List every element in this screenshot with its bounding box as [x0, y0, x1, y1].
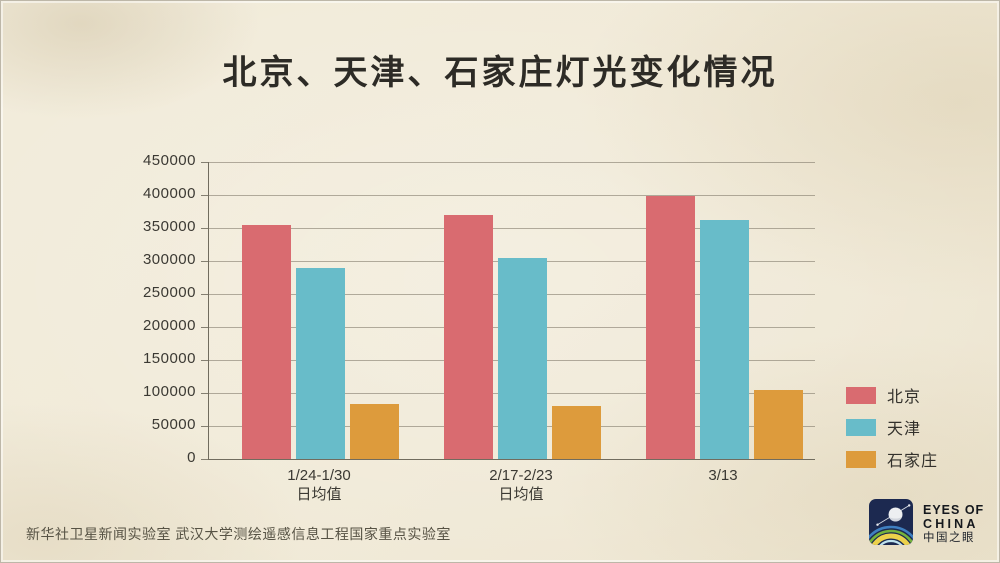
plot-area: [201, 162, 815, 460]
legend-item: 天津: [846, 415, 938, 439]
x-axis-labels: 1/24-1/30 日均值 2/17-2/23 日均值 3/13: [218, 466, 824, 504]
bar-北京: [443, 215, 493, 459]
bar-group: [421, 162, 623, 459]
logo-line-2: CHINA: [923, 517, 979, 531]
y-axis-ticks: [201, 162, 209, 460]
bar-天津: [699, 220, 749, 459]
y-tick-label: 250000: [142, 284, 196, 301]
legend-item: 北京: [846, 383, 938, 407]
bar-group: [623, 162, 825, 459]
bar-group: [219, 162, 421, 459]
logo-text: EYES OF CHINA 中国之眼: [923, 499, 984, 546]
y-axis-labels: 450000 400000 350000 300000 250000 200000 1500…: [101, 152, 196, 466]
y-tick-label: 150000: [142, 350, 196, 367]
logo-line-1: EYES OF: [923, 503, 985, 517]
legend-item: 石家庄: [846, 447, 938, 471]
bar-石家庄: [753, 390, 803, 459]
y-tick-label: 200000: [142, 317, 196, 334]
x-category-label: 1/24-1/30 日均值: [218, 466, 420, 504]
logo: EYES OF CHINA 中国之眼: [869, 499, 984, 546]
y-tick-label: 300000: [142, 251, 196, 268]
x-label-line: 2/17-2/23: [489, 467, 553, 484]
legend-swatch: [846, 418, 876, 436]
y-tick-label: 350000: [142, 218, 196, 235]
legend-label: 天津: [887, 421, 922, 438]
chart-title: 北京、天津、石家庄灯光变化情况: [222, 54, 778, 92]
bar-天津: [497, 258, 547, 459]
x-label-line: 日均值: [296, 486, 342, 503]
satellite-globe-icon: [869, 499, 913, 545]
logo-line-3: 中国之眼: [923, 532, 975, 544]
x-category-label: 2/17-2/23 日均值: [420, 466, 622, 504]
legend-swatch: [846, 386, 876, 404]
y-tick-label: 100000: [142, 383, 196, 400]
x-label-line: 3/13: [708, 467, 738, 484]
bar-天津: [295, 268, 345, 459]
y-tick-label: 0: [187, 449, 196, 466]
bars-layer: [219, 162, 825, 459]
y-tick-label: 450000: [142, 152, 196, 169]
legend: 北京 天津 石家庄: [846, 383, 938, 479]
bar-北京: [645, 196, 695, 459]
y-tick-label: 50000: [151, 416, 196, 433]
legend-swatch: [846, 450, 876, 468]
x-category-label: 3/13: [622, 466, 824, 504]
bar-北京: [241, 225, 291, 459]
bar-石家庄: [551, 406, 601, 459]
x-label-line: 日均值: [498, 486, 544, 503]
bar-石家庄: [349, 404, 399, 459]
credit-text: 新华社卫星新闻实验室 武汉大学测绘遥感信息工程国家重点实验室: [26, 526, 451, 542]
x-label-line: 1/24-1/30: [287, 467, 351, 484]
y-tick-label: 400000: [142, 185, 196, 202]
legend-label: 石家庄: [887, 453, 939, 470]
legend-label: 北京: [887, 389, 922, 406]
